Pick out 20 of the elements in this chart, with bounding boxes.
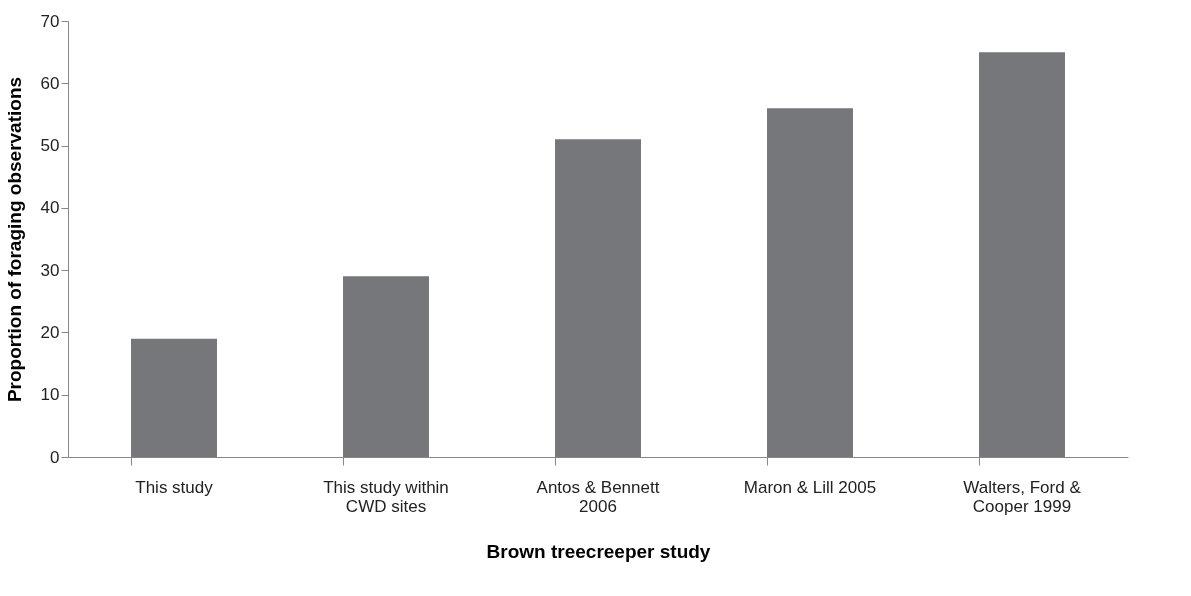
bar — [343, 276, 429, 457]
y-tick-label: 70 — [40, 11, 60, 31]
y-tick-label: 60 — [40, 73, 60, 93]
x-axis-title: Brown treecreeper study — [486, 540, 711, 562]
y-tick-label: 20 — [40, 322, 60, 342]
bar — [767, 108, 853, 457]
x-tick-label: Maron & Lill 2005 — [743, 477, 877, 497]
y-axis-title: Proportion of foraging observations — [3, 76, 25, 403]
x-tick-label: Walters, Ford & Cooper 1999 — [963, 477, 1082, 516]
y-tick-label: 10 — [40, 385, 60, 405]
bar — [555, 139, 641, 457]
y-tick-label: 30 — [40, 260, 60, 280]
y-tick-label: 40 — [40, 198, 60, 218]
x-tick-label: This study within CWD sites — [323, 477, 449, 516]
y-tick-label: 0 — [50, 447, 60, 467]
x-tick-label: Antos & Bennett 2006 — [536, 477, 660, 516]
bar — [131, 338, 217, 457]
y-tick-label: 50 — [40, 136, 60, 156]
bar — [979, 52, 1065, 457]
x-tick-label: This study — [135, 477, 214, 497]
